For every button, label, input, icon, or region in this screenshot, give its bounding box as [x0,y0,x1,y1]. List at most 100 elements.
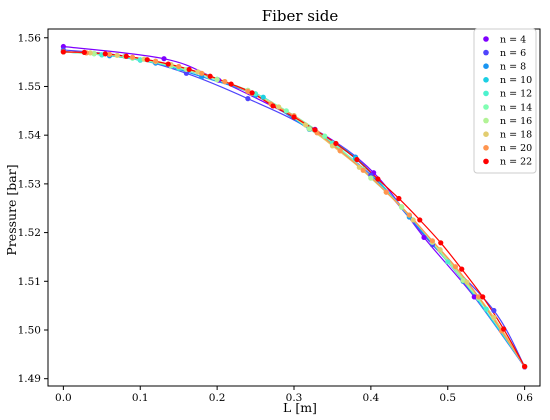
x-tick-label: 0.2 [209,392,226,404]
x-tick-label: 0.6 [516,392,533,404]
x-tick-label: 0.5 [439,392,456,404]
legend-label: n = 12 [500,89,532,100]
data-point [406,212,412,218]
data-point [437,247,443,253]
y-tick-label: 1.53 [18,178,41,190]
data-point [176,63,182,70]
legend-label: n = 6 [500,48,526,59]
data-point [123,53,129,59]
legend-label: n = 16 [500,116,532,127]
y-tick-label: 1.55 [18,81,41,93]
data-point [438,240,444,246]
data-point [129,54,136,60]
x-axis-label: L [m] [283,400,317,415]
legend-marker [483,77,489,83]
y-tick-label: 1.49 [18,373,41,385]
data-point [480,294,486,300]
data-point [144,57,150,63]
legend-label: n = 10 [500,75,532,86]
data-point [333,140,339,147]
data-point [429,238,435,244]
data-point [375,176,381,182]
data-point [464,279,470,285]
data-point [522,363,528,370]
y-tick-label: 1.54 [18,130,42,142]
data-point [360,167,366,173]
legend-marker [483,63,489,69]
data-point [475,294,482,300]
data-point [368,175,374,181]
data-point [501,326,507,332]
data-point [106,51,113,57]
data-point [491,307,497,314]
data-point [322,133,328,139]
legend-marker [483,117,489,124]
data-point [471,294,477,300]
legend: n = 4 n = 6 n = 8 n = 10 n = 12 n = 14 n = 16 n… [473,28,537,174]
legend-marker [483,145,489,151]
data-point [186,66,192,73]
x-axis: 0.0 0.1 0.2 0.3 0.4 0.5 0.6 [55,386,533,404]
plot-frame [47,28,541,387]
legend-marker [483,49,489,56]
y-axis: 1.49 1.50 1.51 1.52 1.53 1.54 1.55 1.56 [18,32,48,385]
legend-marker [483,36,489,42]
data-point [228,81,234,87]
data-point [81,49,87,55]
data-point [356,164,362,170]
plot-area [47,28,541,387]
data-point [137,57,143,63]
y-tick-label: 1.51 [18,276,41,288]
data-point [60,49,66,55]
x-tick-label: 0.3 [286,392,303,404]
legend-label: n = 4 [500,34,526,45]
data-point [102,51,108,57]
data-point [410,217,416,223]
data-point [260,94,266,100]
y-tick-label: 1.56 [18,32,42,44]
y-tick-label: 1.52 [18,227,41,239]
data-point [417,217,423,223]
data-point [161,56,167,62]
data-point [302,122,309,128]
data-point [396,195,402,202]
data-point [383,189,389,195]
legend-marker [483,90,489,97]
data-point [276,104,282,110]
legend-marker [483,158,489,165]
data-point [460,277,466,283]
data-point [452,264,459,270]
data-point [283,108,289,114]
data-point [421,234,427,241]
data-point [87,50,93,56]
data-point [165,61,171,67]
data-point [337,148,343,154]
data-point [91,50,97,56]
data-point [207,73,213,79]
chart-title: Fiber side [262,7,339,25]
data-point [199,70,205,76]
data-point [183,70,189,76]
data-point [291,114,297,120]
legend-label: n = 14 [500,102,532,113]
data-point [399,204,405,210]
data-point [483,306,489,312]
data-point [312,127,318,133]
data-point [222,79,228,85]
data-point [214,77,220,83]
data-point [445,259,451,265]
data-point [270,103,276,109]
x-tick-label: 0.0 [55,392,72,404]
y-axis-label: Pressure [bar] [4,164,19,255]
data-point [249,90,255,96]
data-point [245,96,251,102]
legend-marker [483,104,489,110]
legend-label: n = 20 [500,143,532,154]
data-point [245,88,251,94]
legend-label: n = 18 [500,130,532,141]
data-point [306,126,312,132]
data-point [354,156,360,163]
legend-marker [483,131,489,137]
legend-frame [473,28,537,174]
